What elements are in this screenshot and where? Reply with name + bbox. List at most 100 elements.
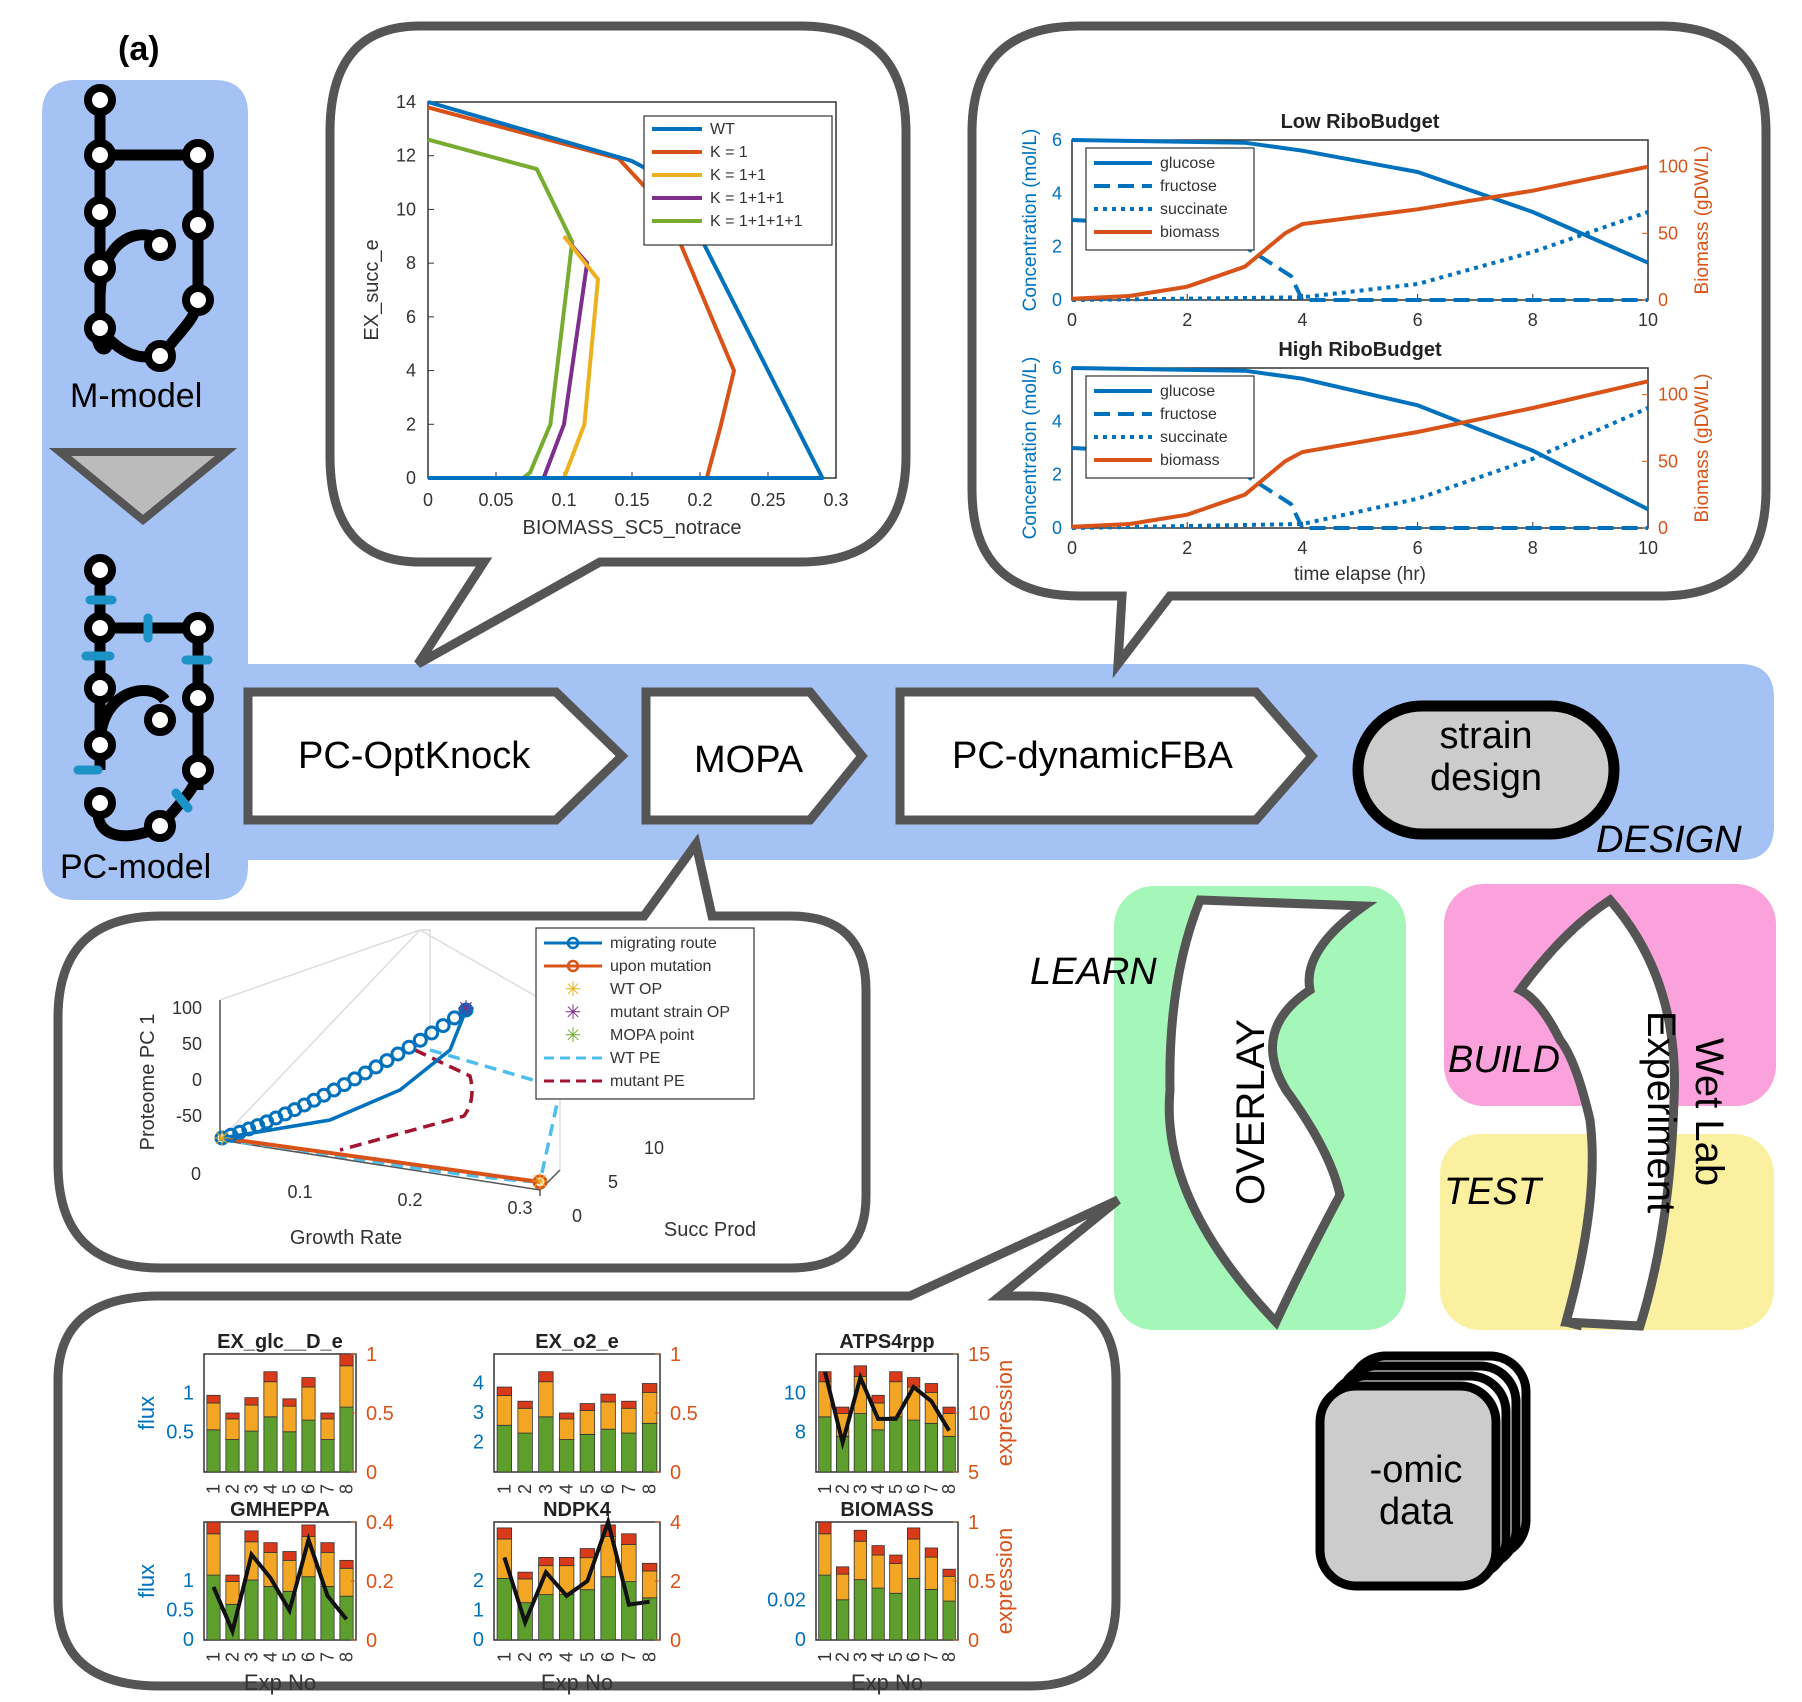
chart-d-series-line [1071, 406, 1649, 530]
chart-d-xtick-label: 0 [1067, 538, 1077, 558]
chart-e-bar-red [818, 1521, 832, 1535]
chart-e-bar-green [836, 1599, 850, 1641]
omic-line1: -omic [1370, 1449, 1463, 1491]
chart-d-xtick-label: 8 [1528, 538, 1538, 558]
chart-c-route-marker [232, 1124, 248, 1140]
chart-e-bar-red [924, 1547, 938, 1558]
overlay-label: OVERLAY [1229, 1019, 1273, 1205]
chart-c-route-marker [412, 1032, 428, 1048]
chart-e-bar-orange [871, 1554, 885, 1589]
wet-lab-line1: Wet Lab [1687, 1038, 1731, 1186]
chart-e-category-label: 8 [939, 1484, 959, 1494]
chart-c-legend-label: upon mutation [610, 958, 711, 975]
chart-e-category-label: 2 [515, 1484, 535, 1494]
chart-e-bar-green [244, 1579, 259, 1641]
chart-e-bar-green [818, 1574, 832, 1641]
chart-e-category-label: 4 [868, 1652, 888, 1662]
pc-dynamicfba-label: PC-dynamicFBA [952, 735, 1233, 777]
design-label: DESIGN [1596, 819, 1742, 861]
chart-d-xtick-label: 2 [1182, 538, 1192, 558]
chart-e-bar-red [871, 1394, 885, 1404]
chart-e-bar-green [942, 1600, 956, 1641]
build-label: BUILD [1448, 1039, 1560, 1081]
chart-c-route-marker [401, 1039, 417, 1055]
chart-b-ytick-label: 12 [396, 146, 416, 166]
chart-e-flux-line [211, 1532, 349, 1638]
wet-lab-notch [1564, 1317, 1584, 1331]
chart-b-legend-label: WT [710, 121, 735, 138]
chart-e-bar-red [225, 1412, 240, 1420]
chart-e-category-label: 5 [577, 1652, 597, 1662]
chart-c-mutant-op-marker: ✳ [457, 996, 475, 1021]
chart-d-xtick-label: 2 [1182, 310, 1192, 330]
chart-e-bar-orange [225, 1581, 240, 1605]
chart-e-bar-orange [853, 1540, 867, 1581]
chart-c-xtick-label: 0.1 [287, 1182, 312, 1202]
chart-d-xlabel: time elapse (hr) [1294, 564, 1426, 585]
chart-c-legend-label: migrating route [610, 935, 717, 952]
chart-d-xtick-label: 0 [1067, 310, 1077, 330]
chart-e-category-label: 3 [536, 1652, 556, 1662]
chart-e-bar-red [517, 1571, 533, 1580]
chart-e-bar-green [538, 1416, 554, 1473]
chart-e-ylabel-left: flux [134, 1564, 159, 1598]
chart-e-bar-red [263, 1542, 278, 1553]
chart-d-ytick-right-label: 50 [1658, 451, 1678, 471]
chart-e-bar-green [558, 1594, 575, 1641]
chart-c-route-marker [447, 1010, 462, 1026]
chart-c-ylabel: Proteome PC 1 [137, 1014, 159, 1151]
chart-b-xtick-label: 0 [423, 490, 433, 510]
chart-e-bar-orange [538, 1381, 554, 1418]
chart-e-ytick-left-label: 3 [473, 1402, 484, 1424]
chart-e-ytick-left-label: 0 [473, 1629, 484, 1651]
chart-e-bar-green [600, 1576, 616, 1641]
pc-dynamicfba-arrow-shape [895, 687, 1318, 825]
chart-e-bar-orange [320, 1418, 335, 1440]
chart-c-legend-label: WT OP [610, 981, 662, 998]
chart-e-bar-red [558, 1412, 575, 1420]
chart-e-category-label: 7 [318, 1652, 338, 1662]
chart-e-category-label: 2 [833, 1484, 853, 1494]
chart-b-ytick-label: 14 [396, 92, 416, 112]
chart-e-bar-orange [621, 1544, 637, 1582]
chart-e-category-label: 4 [557, 1484, 577, 1494]
chart-e-bar-green [301, 1419, 316, 1473]
m-model-nodes [84, 84, 214, 372]
chart-e-ylabel-right: expression [992, 1360, 1017, 1466]
chart-d-series-line [1071, 164, 1649, 301]
chart-e-category-label: 6 [598, 1484, 618, 1494]
chart-e-bar-green [206, 1429, 221, 1473]
chart-c-mopa-point-marker [459, 1003, 473, 1017]
chart-e-flux-line [502, 1515, 650, 1629]
chart-e-bar-green [301, 1576, 316, 1641]
panel-label-a: (a) [118, 30, 160, 68]
chart-e-bar-orange [641, 1391, 658, 1424]
chart-e-bar-red [339, 1559, 354, 1569]
chart-e-bar-red [889, 1371, 903, 1383]
chart-e-bar-orange [836, 1573, 850, 1601]
chart-d-xtick-label: 10 [1638, 538, 1658, 558]
chart-e-bar-red [496, 1527, 513, 1540]
chart-e-bar-green [871, 1587, 885, 1641]
chart-e-ytick-left-label: 2 [473, 1432, 484, 1454]
chart-e-category-label: 4 [261, 1484, 281, 1494]
chart-c-legend-marker [566, 959, 580, 973]
chart-e-bar-green [871, 1429, 885, 1473]
chart-d-xtick-label: 6 [1413, 538, 1423, 558]
chart-e-bar-orange [942, 1575, 956, 1602]
chart-e-category-label: 8 [337, 1484, 357, 1494]
chart-e-bar-red [244, 1397, 259, 1406]
chart-d-ytick-right-label: 100 [1658, 385, 1688, 405]
chart-c-ytick-label: 100 [172, 998, 202, 1018]
chart-e-bar-green [853, 1413, 867, 1473]
chart-d-ytick-left-label: 6 [1052, 358, 1062, 378]
chart-e-xlabel: Exp No [541, 1670, 613, 1695]
pc-optknock-arrow-shape [243, 687, 629, 825]
chart-d-legend-label: fructose [1160, 178, 1217, 195]
chart-e-bar-red [206, 1521, 221, 1535]
learn-label: LEARN [1030, 951, 1157, 993]
chart-c-migrating-route-line [221, 1009, 468, 1140]
chart-c-ztick-label: 10 [644, 1138, 664, 1158]
chart-e-category-label: 1 [204, 1652, 224, 1662]
chart-e-ytick-left-label: 1 [183, 1382, 194, 1404]
